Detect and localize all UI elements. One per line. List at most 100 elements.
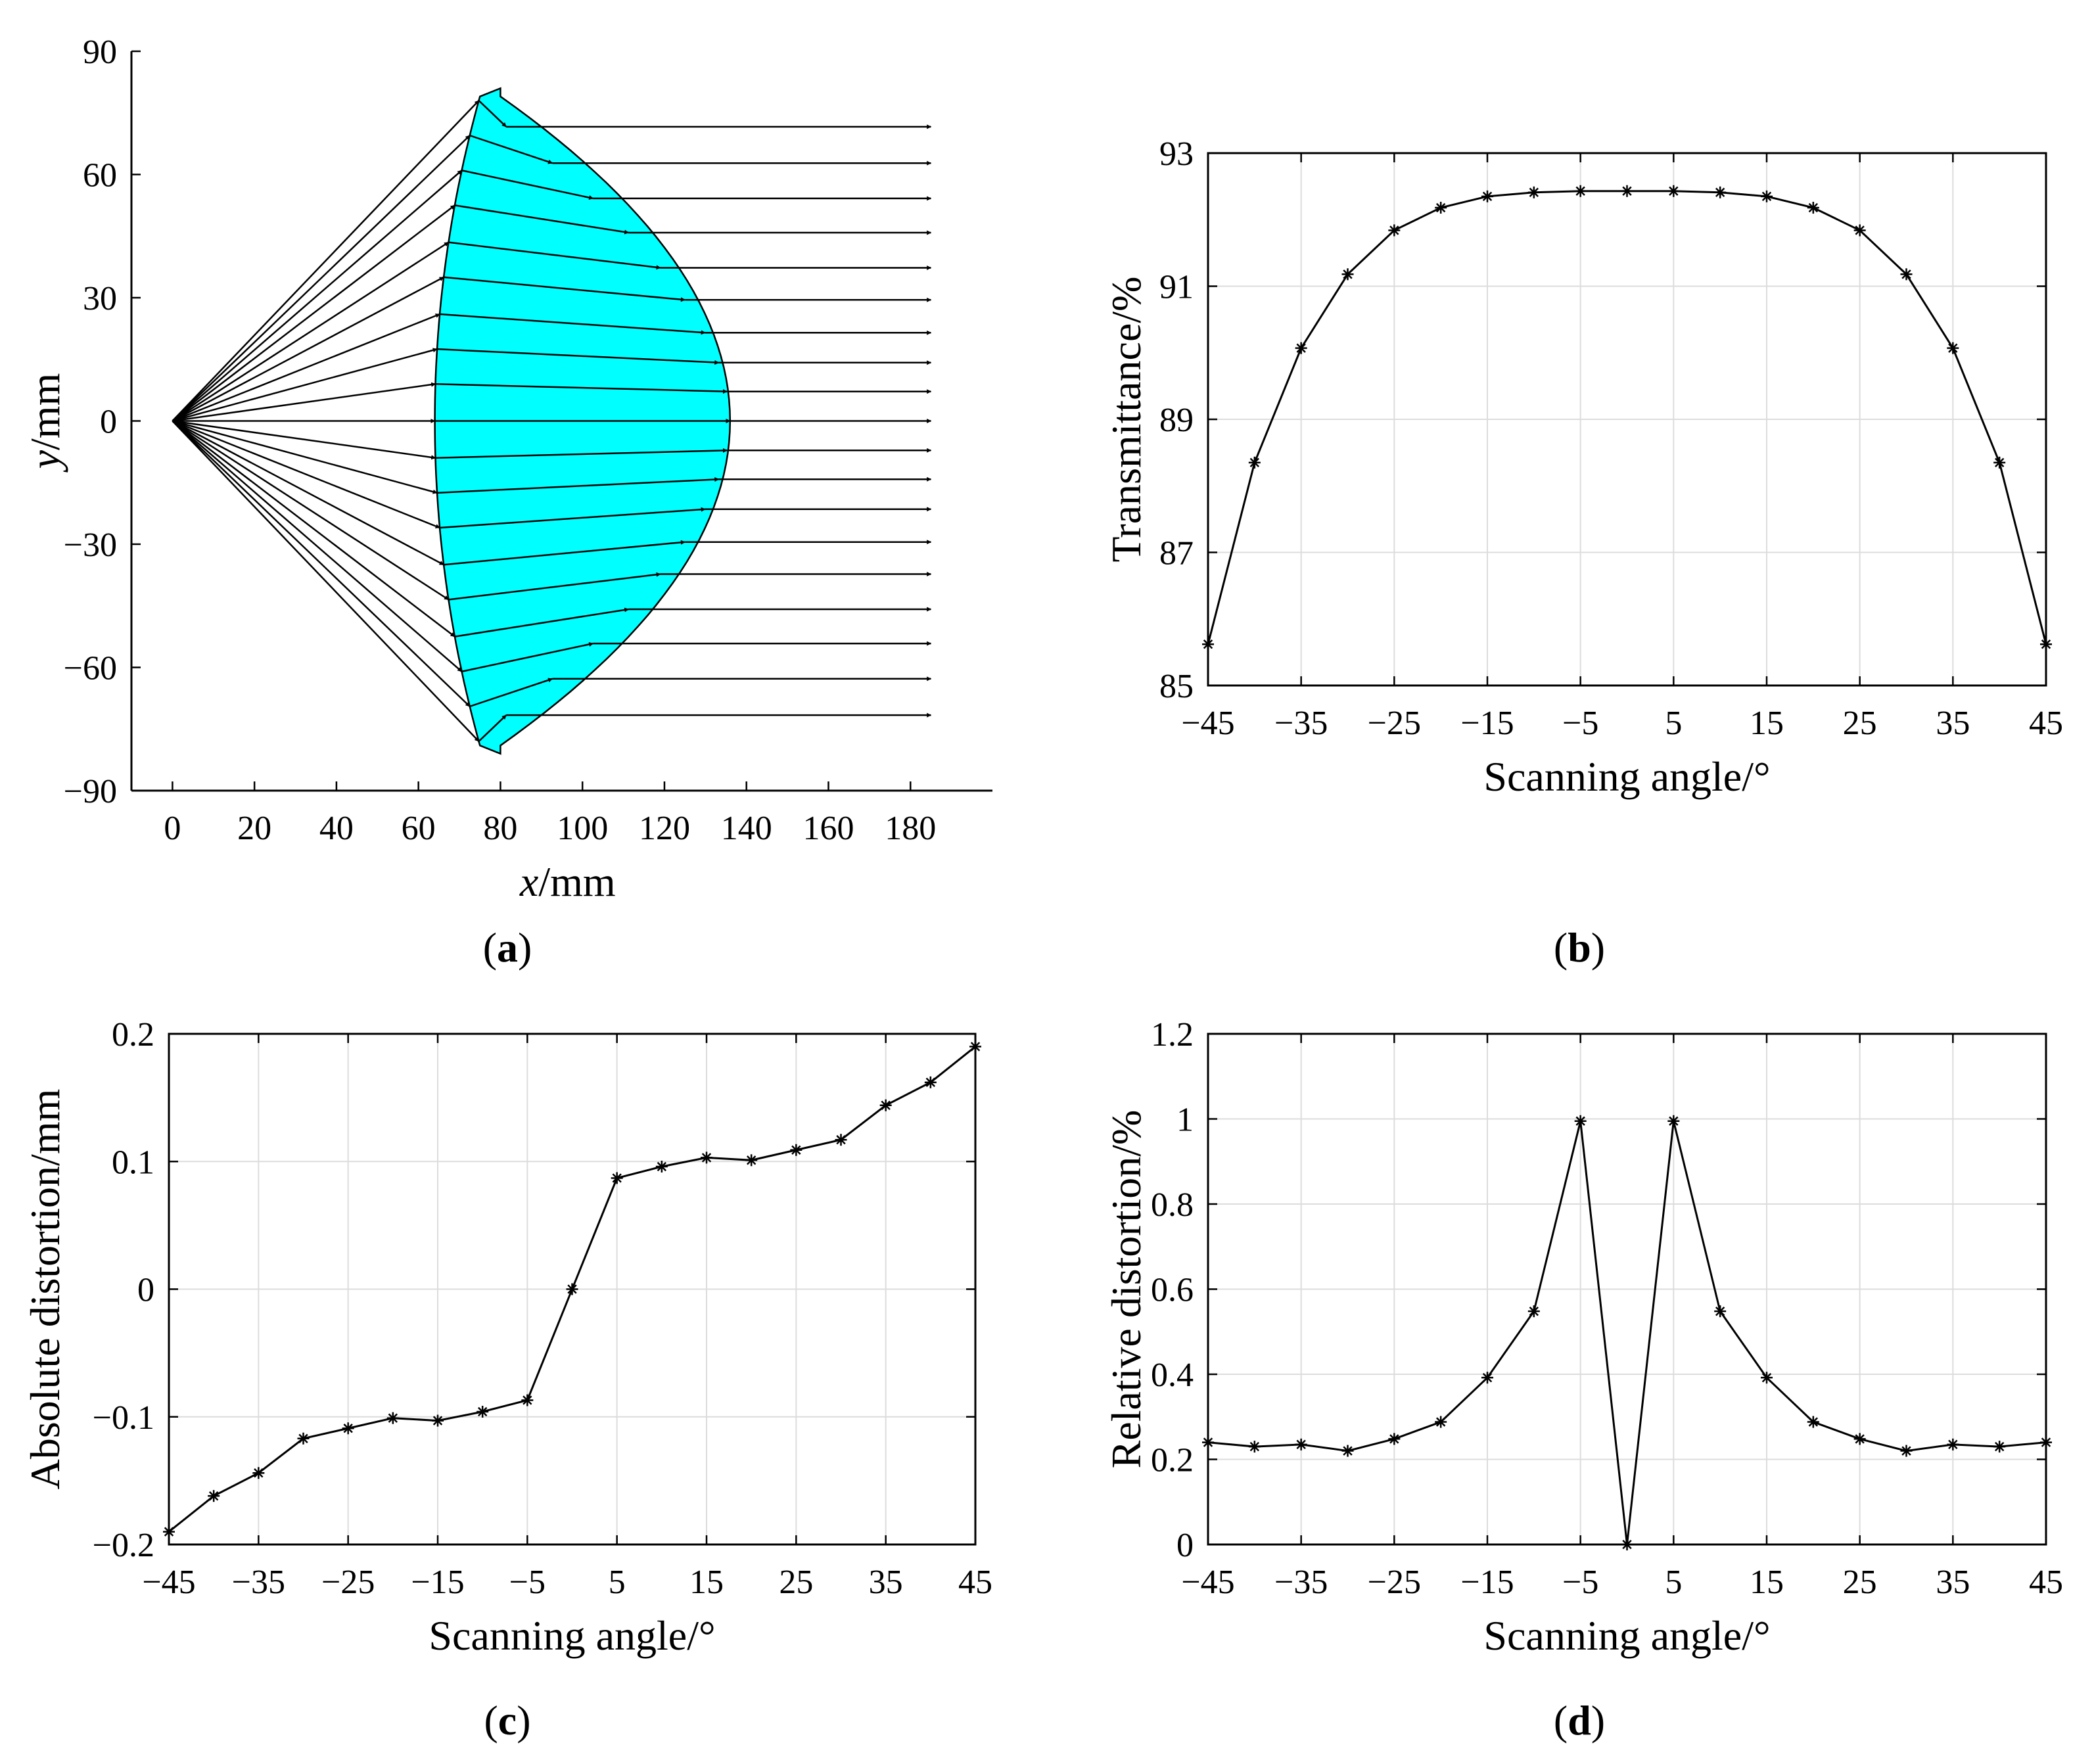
panel-label-b: (b) xyxy=(1554,924,1605,971)
d-data-point xyxy=(1900,1445,1913,1457)
b-data-point xyxy=(1947,342,1959,354)
c-y-axis-label: Absolute distortion/mm xyxy=(22,1089,68,1490)
b-x-tick-label: −15 xyxy=(1460,705,1514,742)
a-x-tick-label: 40 xyxy=(319,810,354,847)
c-y-tick-label: −0.1 xyxy=(93,1399,154,1437)
panel-a: 0 20 40 60 80 100 120 140 160 180 −90 −60 −30 0 30 60 90… xyxy=(22,34,992,905)
b-y-tick-label: 89 xyxy=(1159,402,1194,439)
b-data-point xyxy=(1714,186,1727,198)
c-data-point xyxy=(252,1467,265,1479)
b-x-axis-label: Scanning angle/° xyxy=(1483,753,1770,800)
c-y-tick-label: 0.1 xyxy=(112,1144,154,1181)
c-data-point xyxy=(835,1134,847,1146)
c-data-point xyxy=(163,1525,175,1538)
c-x-tick-label: 15 xyxy=(689,1564,724,1601)
c-x-tick-label: −5 xyxy=(509,1564,546,1601)
d-x-tick-label: 15 xyxy=(1750,1564,1784,1601)
c-data-point xyxy=(790,1144,803,1156)
a-x-tick-label: 60 xyxy=(402,810,436,847)
a-ray xyxy=(172,420,932,708)
d-data-point xyxy=(1853,1433,1866,1445)
panel-c: −45 −35 −25 −15 −5 5 15 25 35 45 −0.2 −0.1 0 0.1 0.2 Sc… xyxy=(22,1016,992,1659)
c-data-point xyxy=(342,1422,354,1435)
a-ray xyxy=(172,420,932,566)
c-data-point xyxy=(655,1161,668,1173)
c-data-point xyxy=(297,1432,310,1445)
a-ray xyxy=(172,420,932,601)
c-data-point xyxy=(521,1394,534,1406)
c-x-tick-label: −25 xyxy=(321,1564,375,1601)
a-ray xyxy=(172,382,932,422)
a-x-tick-label: 0 xyxy=(164,810,181,847)
d-data-point xyxy=(1807,1416,1819,1428)
d-x-tick-label: −45 xyxy=(1181,1564,1234,1601)
a-y-tick-label: −30 xyxy=(64,526,117,564)
d-data-point xyxy=(1621,1539,1633,1550)
a-x-tick-label: 160 xyxy=(803,810,854,847)
c-data-point xyxy=(879,1099,892,1111)
b-y-tick-label: 91 xyxy=(1159,269,1194,306)
b-y-tick-label: 93 xyxy=(1159,135,1194,173)
c-data-point xyxy=(386,1412,399,1424)
c-data-point xyxy=(477,1405,489,1418)
panel-label-a: (a) xyxy=(483,924,532,971)
d-x-tick-label: −5 xyxy=(1562,1564,1598,1601)
b-data-point xyxy=(1807,202,1819,214)
b-data-point xyxy=(1621,185,1633,197)
a-ray xyxy=(172,100,932,422)
a-ray xyxy=(172,170,932,422)
a-y-tick-label: 0 xyxy=(100,404,117,441)
a-y-tick-label: 60 xyxy=(83,157,117,195)
d-x-tick-label: 25 xyxy=(1843,1564,1877,1601)
a-ray xyxy=(172,420,932,672)
c-data-point xyxy=(924,1076,937,1088)
d-data-point xyxy=(1761,1372,1773,1384)
panel-b: −45 −35 −25 −15 −5 5 15 25 35 45 85 87 89 91 93 Scannin… xyxy=(1103,135,2063,800)
d-y-tick-label: 0.2 xyxy=(1151,1442,1194,1479)
c-x-tick-label: −15 xyxy=(411,1564,464,1601)
d-data-point xyxy=(1248,1441,1261,1453)
a-y-axis-label: y/mm xyxy=(22,373,68,473)
d-y-tick-label: 0.8 xyxy=(1151,1186,1194,1224)
b-x-tick-label: −5 xyxy=(1562,705,1598,742)
b-data-point xyxy=(1202,638,1214,651)
d-x-axis-label: Scanning angle/° xyxy=(1483,1612,1770,1659)
panel-d: −45 −35 −25 −15 −5 5 15 25 35 45 0 0.2 0.4 0.6 0.8 1 1.2… xyxy=(1103,1016,2063,1659)
d-x-tick-label: −25 xyxy=(1368,1564,1421,1601)
c-y-tick-label: 0 xyxy=(137,1272,154,1309)
a-ray xyxy=(172,420,932,460)
panel-label-d: (d) xyxy=(1554,1697,1605,1744)
d-data-point xyxy=(1435,1416,1447,1428)
b-data-point xyxy=(1295,342,1307,354)
a-y-tick-label: −60 xyxy=(64,650,117,687)
c-x-tick-label: 45 xyxy=(958,1564,992,1601)
b-y-tick-label: 87 xyxy=(1159,535,1194,572)
a-ray xyxy=(172,134,932,422)
b-x-tick-label: 45 xyxy=(2029,705,2063,742)
a-ray xyxy=(172,241,932,422)
c-x-tick-label: 25 xyxy=(779,1564,813,1601)
d-data-point xyxy=(1527,1305,1540,1318)
d-x-tick-label: 5 xyxy=(1665,1564,1682,1601)
b-data-point xyxy=(1761,190,1773,202)
a-ray xyxy=(172,276,932,422)
a-ray xyxy=(172,420,932,494)
b-data-point xyxy=(1388,224,1401,237)
d-data-point xyxy=(2040,1436,2052,1449)
panel-label-c: (c) xyxy=(484,1697,530,1744)
c-x-tick-label: −35 xyxy=(232,1564,285,1601)
d-data-point xyxy=(1388,1433,1401,1445)
a-ray xyxy=(172,420,932,529)
a-x-tick-label: 120 xyxy=(639,810,690,847)
b-x-tick-label: −45 xyxy=(1181,705,1234,742)
d-data-point xyxy=(1947,1438,1959,1451)
d-data-point xyxy=(1993,1441,2006,1453)
c-data-point xyxy=(432,1414,444,1427)
a-y-tick-label: 90 xyxy=(83,34,117,71)
d-x-tick-label: 35 xyxy=(1936,1564,1970,1601)
c-data-point xyxy=(566,1283,578,1295)
a-y-tick-label: −90 xyxy=(64,773,117,810)
d-y-axis-label: Relative distortion/% xyxy=(1103,1110,1150,1469)
a-ray xyxy=(172,420,932,638)
